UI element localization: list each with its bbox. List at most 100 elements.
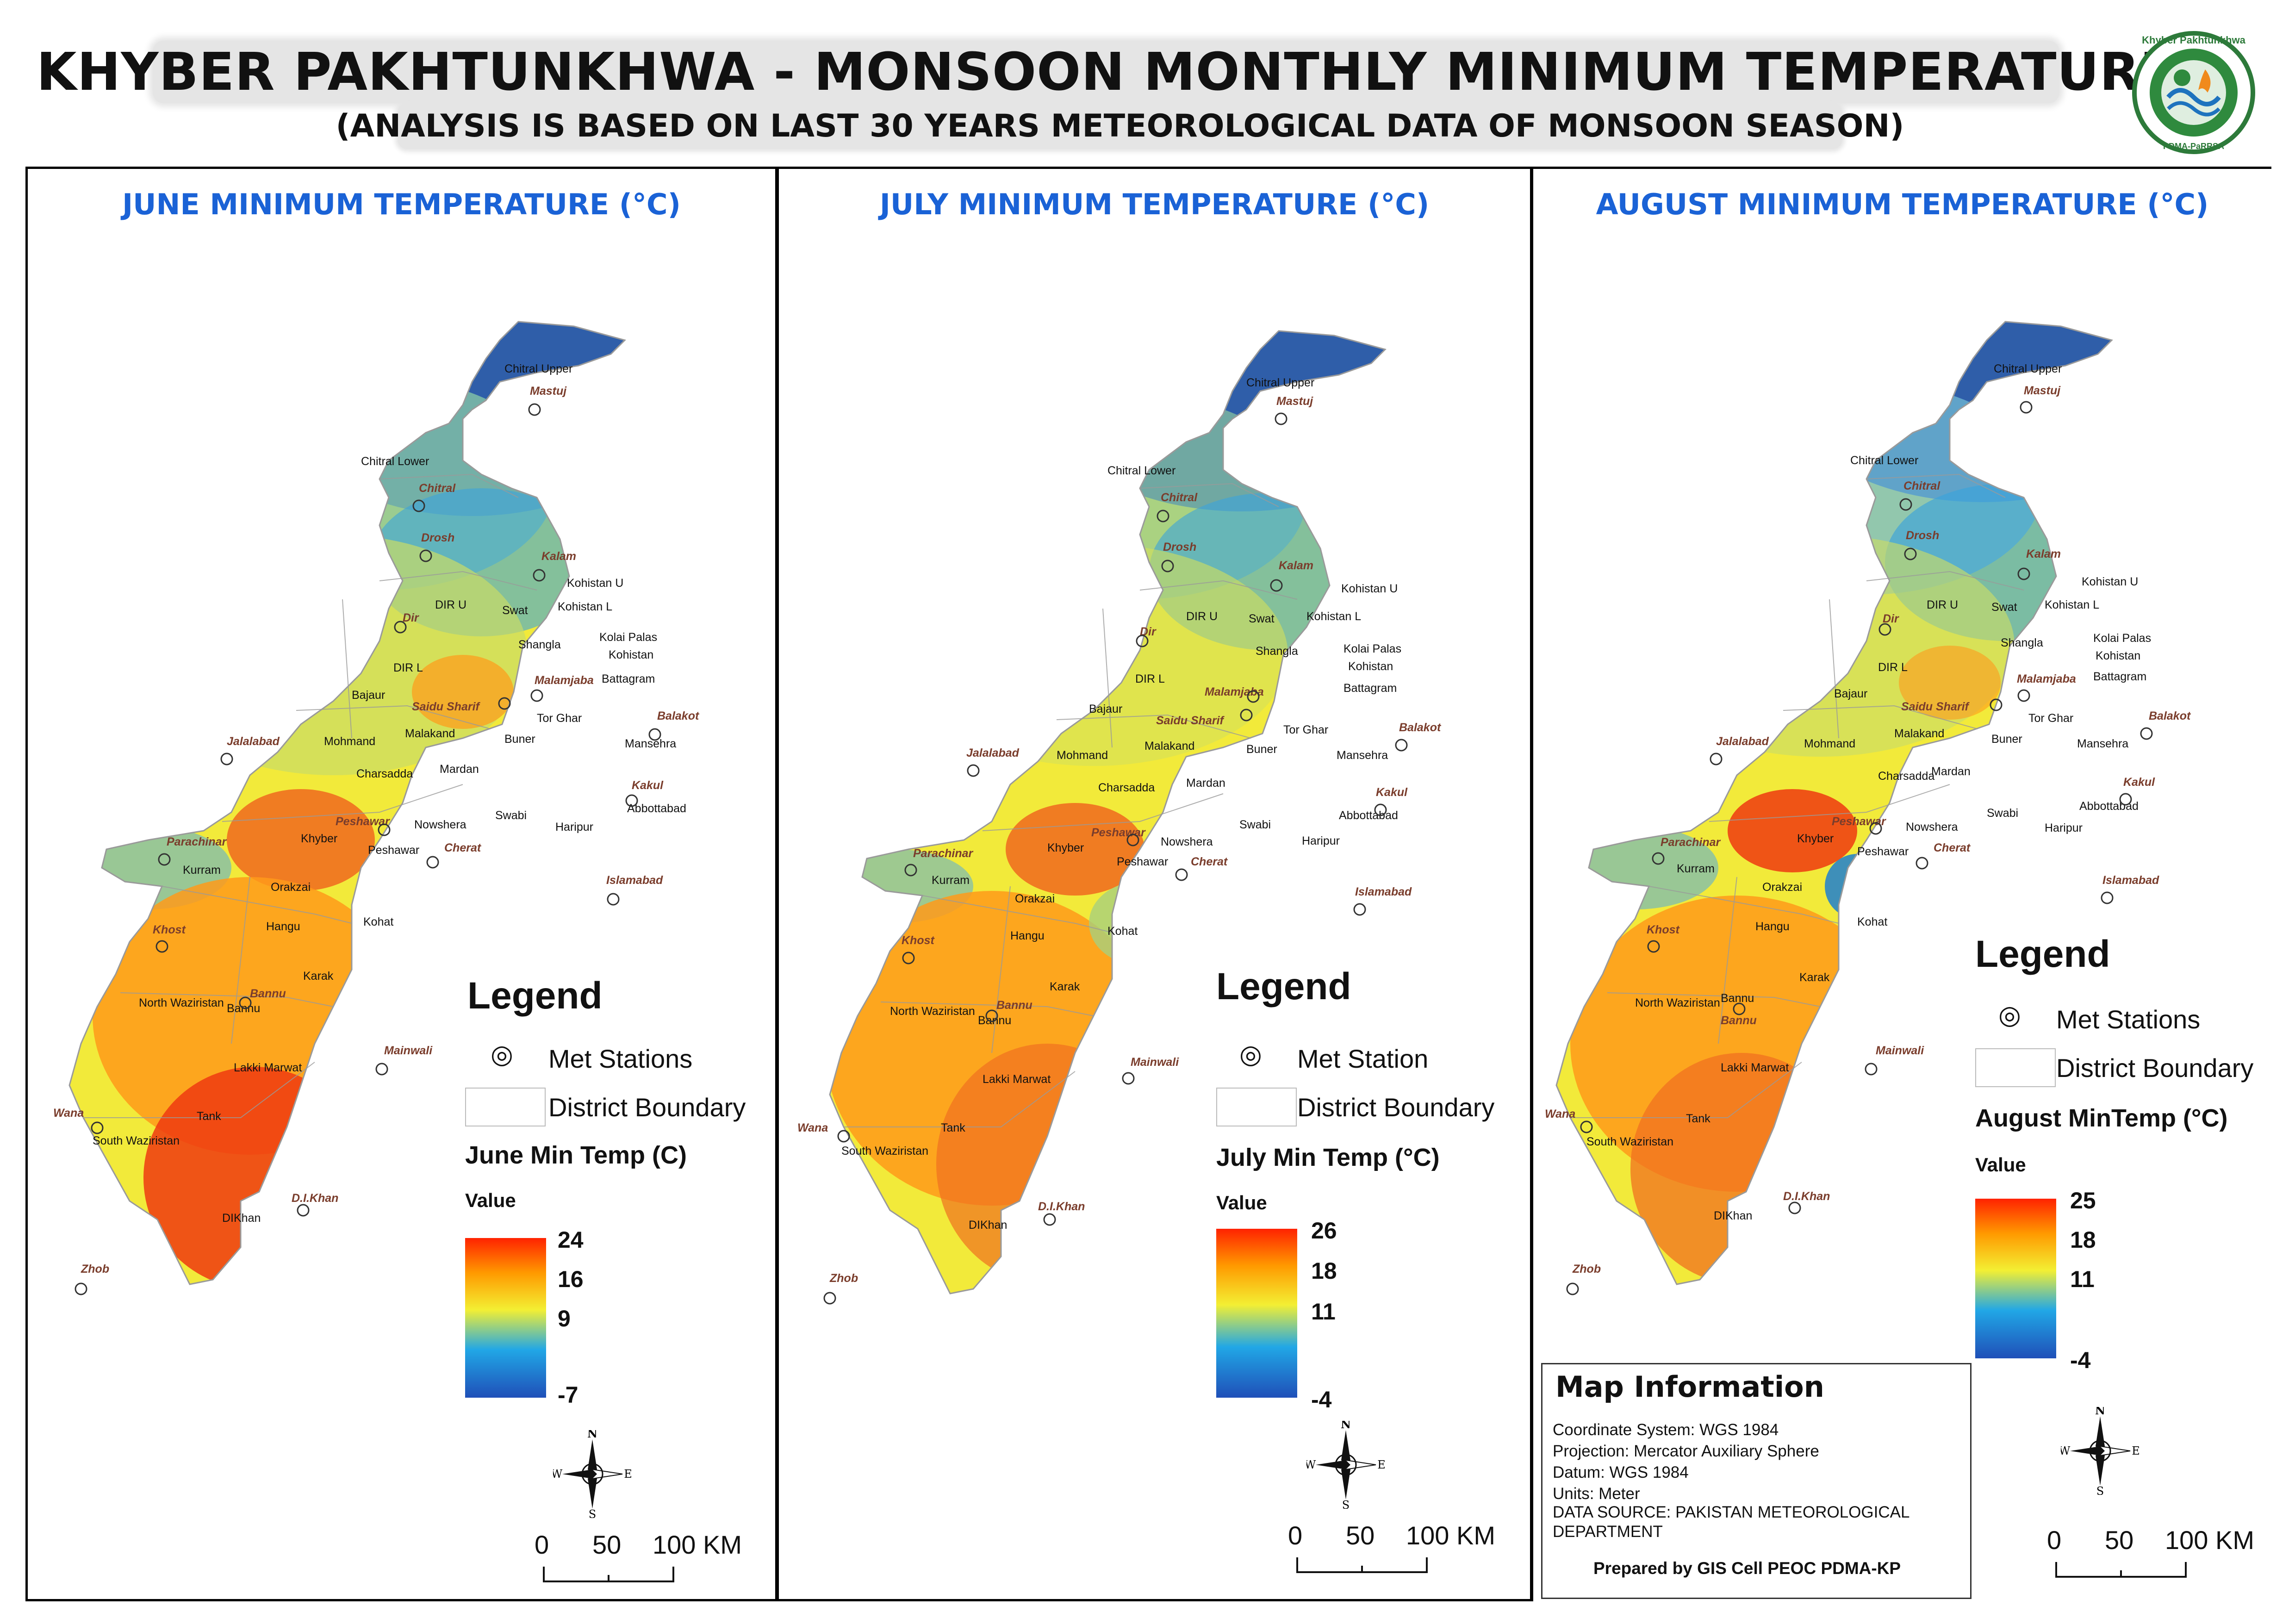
station-zhob: Zhob [829, 1272, 858, 1285]
june-compass-w: W [553, 1468, 563, 1481]
august-legend-field: August MinTemp (°C) [1975, 1104, 2228, 1132]
label-north-waziristan: North Waziristan [890, 1005, 975, 1018]
label-kohistan-l: Kohistan L [558, 600, 612, 613]
station-peshawar: Peshawar [1832, 815, 1886, 828]
june-legend-boundary-label: District Boundary [548, 1093, 746, 1122]
station-jalalabad: Jalalabad [1716, 735, 1769, 748]
june-legend-station-icon: ◎ [491, 1039, 513, 1069]
june-scale-100: 100 KM [653, 1530, 742, 1559]
august-district-labels: Chitral Upper Chitral Lower Kohistan U K… [1586, 362, 2151, 1222]
label-tank: Tank [941, 1121, 965, 1134]
station-kalam: Kalam [541, 550, 576, 563]
station-khost: Khost [902, 934, 935, 947]
label-kohistan-u: Kohistan U [1341, 582, 1398, 595]
label-south-waziristan: South Waziristan [93, 1134, 180, 1147]
station-cherat: Cherat [1934, 841, 1971, 854]
label-chitral-lower: Chitral Lower [1850, 454, 1918, 467]
station-islamabad: Islamabad [1355, 885, 1412, 898]
june-legend-field: June Min Temp (C) [465, 1141, 687, 1169]
map-info-title: Map Information [1555, 1370, 1824, 1404]
label-tank: Tank [197, 1110, 221, 1123]
label-battagram: Battagram [2093, 670, 2146, 683]
august-temperature-map: Chitral Upper Chitral Lower Kohistan U K… [1545, 321, 2191, 1295]
june-ramp-tick-max: 24 [558, 1227, 584, 1253]
label-swabi: Swabi [1239, 818, 1271, 831]
station-saidu-sharif: Saidu Sharif [412, 700, 481, 713]
station-dir: Dir [1883, 612, 1899, 625]
station-bannu: Bannu [1721, 1014, 1757, 1027]
label-malakand: Malakand [405, 727, 455, 740]
august-panel-title: AUGUST MINIMUM TEMPERATURE (°C) [1596, 187, 2209, 221]
label-dir-l: DIR L [393, 661, 423, 674]
label-swabi: Swabi [495, 809, 527, 822]
label-tank: Tank [1686, 1112, 1710, 1125]
label-bajaur: Bajaur [1834, 687, 1867, 700]
august-legend-boundary-swatch [1975, 1048, 2056, 1087]
logo-text-top: Khyber Pakhtunkhwa [2142, 34, 2245, 46]
label-swabi: Swabi [1987, 807, 2018, 820]
label-kohat: Kohat [1857, 915, 1887, 928]
station-kakul: Kakul [632, 779, 664, 792]
station-bannu: Bannu [996, 999, 1032, 1012]
label-shangla: Shangla [2001, 636, 2043, 649]
label-orakzai: Orakzai [1015, 892, 1055, 905]
station-balakot: Balakot [2149, 709, 2191, 722]
august-north-arrow: N S E W [2061, 1407, 2140, 1495]
station-saidu-sharif: Saidu Sharif [1901, 700, 1970, 713]
june-north-arrow: N S E W [553, 1430, 632, 1518]
label-lakki-marwat: Lakki Marwat [234, 1061, 302, 1074]
label-kolai-palas: Kolai Palas [2093, 632, 2151, 645]
august-compass-n: N [2095, 1407, 2105, 1417]
map-info-line: Coordinate System: WGS 1984 [1553, 1421, 1779, 1439]
label-dir-u: DIR U [1927, 598, 1958, 611]
label-kolai-palas: Kolai Palas [599, 631, 657, 644]
july-scale-0: 0 [1288, 1521, 1303, 1550]
june-compass-s: S [589, 1508, 596, 1518]
july-legend-title: Legend [1216, 965, 1351, 1008]
label-dir-u: DIR U [435, 598, 466, 611]
june-compass-e: E [624, 1468, 632, 1481]
label-tor-ghar: Tor Ghar [2028, 712, 2073, 725]
july-legend-value-label: Value [1216, 1192, 1267, 1213]
june-scale-0: 0 [535, 1530, 549, 1559]
label-khyber: Khyber [1797, 832, 1834, 845]
page-title: KHYBER PAKHTUNKHWA - MONSOON MONTHLY MIN… [36, 42, 2176, 102]
july-ramp-tick-3: 11 [1311, 1299, 1336, 1325]
june-panel-title: JUNE MINIMUM TEMPERATURE (°C) [122, 187, 681, 221]
map-info-line: DATA SOURCE: PAKISTAN METEOROLOGICAL [1553, 1503, 1910, 1521]
label-mansehra: Mansehra [1337, 749, 1388, 762]
station-chitral: Chitral [1903, 479, 1940, 492]
label-hangu: Hangu [266, 920, 300, 933]
label-nowshera: Nowshera [1161, 835, 1213, 848]
label-kohat: Kohat [363, 915, 393, 928]
july-compass-e: E [1377, 1458, 1385, 1471]
station-parachinar: Parachinar [1661, 836, 1721, 849]
label-swat: Swat [1991, 601, 2017, 614]
july-ramp-tick-2: 18 [1311, 1258, 1337, 1284]
august-legend-title: Legend [1975, 933, 2110, 975]
august-panel: AUGUST MINIMUM TEMPERATURE (°C) [1531, 167, 2271, 1601]
august-legend-station-icon: ◎ [1998, 1000, 2021, 1029]
label-kurram: Kurram [183, 864, 221, 877]
station-malamjaba: Malamjaba [2017, 672, 2076, 685]
label-chitral-upper: Chitral Upper [1246, 376, 1314, 389]
label-mardan: Mardan [1931, 765, 1971, 778]
station-parachinar: Parachinar [167, 835, 227, 848]
june-scale-bar [543, 1567, 674, 1582]
station-saidu-sharif: Saidu Sharif [1156, 714, 1225, 727]
june-compass-n: N [587, 1430, 597, 1440]
july-compass-s: S [1342, 1499, 1350, 1509]
station-wana: Wana [53, 1107, 84, 1120]
label-hangu: Hangu [1010, 929, 1045, 942]
label-lakki-marwat: Lakki Marwat [1721, 1061, 1789, 1074]
june-ramp-tick-3: 9 [558, 1306, 571, 1332]
july-panel: JULY MINIMUM TEMPERATURE (°C) [777, 167, 1532, 1601]
label-swat: Swat [1249, 612, 1275, 625]
label-abbottabad: Abbottabad [627, 802, 686, 815]
august-legend-station-label: Met Stations [2056, 1005, 2201, 1034]
august-ramp-tick-max: 25 [2070, 1188, 2096, 1213]
july-color-ramp [1216, 1229, 1297, 1398]
label-chitral-lower: Chitral Lower [1107, 464, 1175, 477]
station-drosh: Drosh [421, 531, 454, 544]
june-station-markers [75, 403, 661, 1295]
